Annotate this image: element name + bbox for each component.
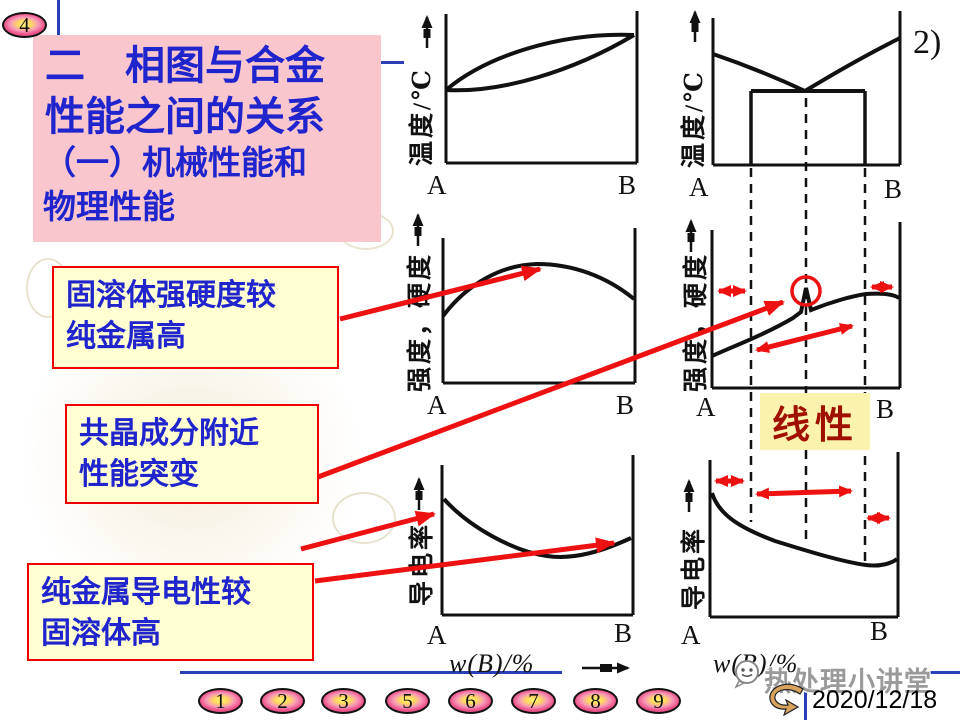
figure-index-label: 2) — [913, 24, 942, 61]
nav-label: 5 — [402, 688, 413, 713]
x-axis-label-composition-left: w(B)/% — [449, 649, 535, 678]
frame-line-top-left-vertical — [57, 0, 60, 36]
subtitle-line-1: （一）机械性能和 — [43, 146, 307, 182]
callout-text-line: 固溶体高 — [41, 617, 161, 650]
watermark-text: 热处理小讲堂 — [764, 667, 932, 697]
title-line-2: 性能之间的关系 — [45, 94, 325, 139]
nav-slide-3[interactable]: 3 — [321, 688, 366, 714]
axis-endpoint-B: B — [876, 394, 895, 424]
range-arrow — [755, 323, 854, 353]
axis-endpoint-A: A — [427, 170, 447, 200]
frame-line-title-horizontal — [381, 61, 404, 64]
y-axis-label-temperature-right: 温度/℃ — [681, 69, 708, 168]
axis-endpoint-A: A — [427, 620, 447, 650]
callout-text-line: 纯金属导电性较 — [41, 576, 251, 609]
panel-eutectic-diagram — [711, 11, 902, 167]
callout-text-line: 共晶成分附近 — [79, 417, 259, 450]
cloud-ornament — [332, 492, 396, 544]
frame-line-bottom-horizontal — [180, 671, 562, 674]
callout-text-line: 性能突变 — [79, 458, 199, 491]
curved-return-arrow-icon — [769, 683, 804, 716]
speech-bubble-face-icon — [734, 660, 759, 689]
nav-slide-8[interactable]: 8 — [573, 688, 618, 714]
panel-strength-solid-solution — [441, 228, 637, 385]
nav-slide-7[interactable]: 7 — [511, 688, 556, 714]
linear-annotation: 线性 — [760, 393, 870, 450]
axis-endpoint-A: A — [681, 620, 701, 650]
axis-endpoint-B: B — [618, 170, 637, 200]
y-axis-label-conductivity-right: 导电率 — [681, 525, 708, 610]
frame-line-bottom-right-vertical — [804, 688, 807, 720]
nav-label: 2 — [277, 688, 288, 713]
y-axis-label-conductivity-left: 导电率 — [409, 521, 436, 606]
date-label: 2020/12/18 — [812, 686, 938, 714]
composition-guide-dashes — [749, 98, 867, 562]
callout-eutectic-property-jump: 共晶成分附近 性能突变 — [65, 404, 319, 504]
nav-label: 1 — [215, 688, 226, 713]
axis-endpoint-A: A — [427, 390, 447, 420]
axis-endpoint-B: B — [614, 618, 633, 648]
axis-endpoint-A: A — [689, 172, 709, 202]
panel-strength-eutectic — [710, 222, 902, 390]
axis-endpoint-A: A — [696, 392, 716, 422]
nav-label: 3 — [338, 688, 349, 713]
axis-direction-arrows — [412, 10, 701, 674]
nav-slide-6[interactable]: 6 — [448, 688, 493, 714]
y-axis-label-temperature-left: 温度/℃ — [409, 67, 436, 166]
y-axis-label-strength-right: 强度，硬度 — [683, 251, 710, 392]
range-arrow — [755, 485, 853, 500]
panel-isomorphous-diagram — [444, 11, 639, 165]
title-box: 二 相图与合金 性能之间的关系 （一）机械性能和 物理性能 — [33, 35, 381, 242]
callout-pure-metal-conductivity: 纯金属导电性较 固溶体高 — [27, 563, 314, 661]
page-number-badge[interactable]: 4 — [2, 12, 47, 38]
nav-label: 7 — [528, 688, 539, 713]
axis-endpoint-B: B — [616, 390, 635, 420]
axis-endpoint-B: B — [884, 174, 903, 204]
axis-endpoint-B: B — [870, 616, 889, 646]
nav-slide-2[interactable]: 2 — [260, 688, 305, 714]
nav-slide-1[interactable]: 1 — [198, 688, 243, 714]
page-number-label: 4 — [19, 12, 30, 37]
nav-slide-9[interactable]: 9 — [636, 688, 681, 714]
panel-conductivity-eutectic — [708, 452, 900, 619]
nav-label: 6 — [465, 688, 476, 713]
nav-label: 9 — [653, 688, 664, 713]
title-line-1: 二 相图与合金 — [45, 43, 325, 88]
spike-highlight-circle — [790, 275, 822, 307]
subtitle-line-2: 物理性能 — [43, 190, 175, 226]
y-axis-label-strength-left: 强度，硬度 — [407, 251, 434, 392]
callout-solid-solution-strength: 固溶体强硬度较 纯金属高 — [52, 266, 339, 369]
frame-line-bottom-right-horizontal — [925, 671, 960, 674]
callout-text-line: 固溶体强硬度较 — [66, 279, 276, 312]
nav-slide-5[interactable]: 5 — [385, 688, 430, 714]
panel-conductivity-solid-solution — [440, 455, 635, 617]
nav-label: 8 — [590, 688, 601, 713]
callout-text-line: 纯金属高 — [66, 320, 186, 353]
